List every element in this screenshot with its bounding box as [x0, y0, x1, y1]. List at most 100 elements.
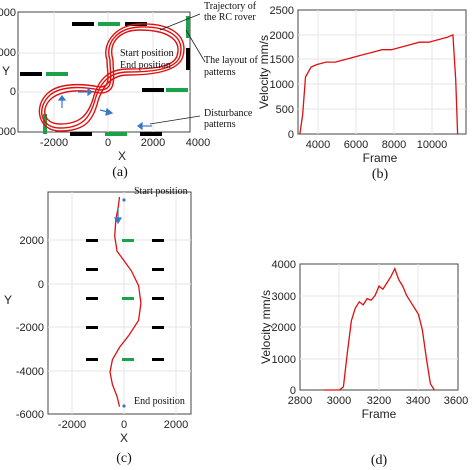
x-tick: 10000 — [417, 139, 448, 151]
y-tick: -2000 — [16, 322, 44, 334]
y-tick: -2000 — [0, 126, 16, 138]
panel-b-plot-area — [297, 9, 467, 135]
y-tick: 2000 — [272, 322, 296, 334]
annotation-end-position: End position — [120, 60, 171, 71]
y-axis-label: Velocity mm/s — [259, 290, 273, 364]
y-tick: -6000 — [16, 409, 44, 421]
pattern-green — [166, 88, 188, 92]
panel-c-patterns — [86, 239, 164, 361]
pattern-black — [152, 326, 164, 329]
panel-b: 2500 2000 1500 1000 500 0 4000 6000 8000… — [257, 5, 467, 182]
x-tick: -2000 — [40, 137, 68, 149]
y-tick: 2000 — [0, 47, 16, 59]
pattern-black — [86, 239, 98, 242]
pattern-black — [20, 72, 42, 76]
annotation-layout-line2: patterns — [204, 67, 236, 78]
y-axis-label: Y — [2, 64, 10, 78]
trajectory-series-c — [109, 196, 142, 407]
pattern-green — [46, 72, 68, 76]
y-tick: 0 — [10, 86, 16, 98]
pattern-green — [105, 132, 127, 136]
y-tick: 2000 — [270, 30, 294, 42]
panel-a: Trajectory of the RC rover Start positio… — [0, 1, 259, 180]
annotation-start-position: Start position — [120, 48, 174, 59]
panel-c-plot-area — [47, 191, 192, 415]
pattern-black — [142, 88, 164, 92]
panel-a-arrows — [57, 87, 152, 131]
caption-b: (b) — [372, 167, 389, 182]
x-tick: 0 — [105, 137, 111, 149]
annotation-disturbance-line1: Disturbance — [204, 108, 253, 119]
y-tick: 0 — [288, 129, 294, 141]
x-tick: 3200 — [367, 395, 391, 407]
pattern-black — [152, 239, 164, 242]
pattern-black — [140, 132, 162, 136]
y-tick: 4000 — [272, 259, 296, 271]
series-line-c-0 — [109, 196, 142, 407]
y-tick: -4000 — [16, 366, 44, 378]
annotation-trajectory-line2: the RC rover — [204, 12, 256, 23]
y-tick: 500 — [276, 104, 294, 116]
x-tick: 3600 — [444, 395, 468, 407]
y-axis-label: Y — [4, 293, 12, 307]
pattern-black — [86, 268, 98, 271]
arrow-icon — [57, 95, 67, 101]
panel-c-series — [109, 196, 142, 407]
annotation-end-position: End position — [134, 396, 185, 407]
pattern-black — [186, 48, 190, 70]
pattern-black — [152, 358, 164, 361]
arrow-icon — [105, 107, 114, 116]
pattern-black — [70, 132, 92, 136]
y-tick: 1000 — [272, 354, 296, 366]
panel-d: 4000 3000 2000 1000 0 2800 3000 3200 340… — [259, 259, 468, 468]
pattern-black — [86, 358, 98, 361]
x-axis-label: X — [118, 149, 126, 163]
panel-c-arrow — [113, 208, 123, 225]
caption-d: (d) — [371, 453, 388, 468]
x-tick: 3000 — [327, 395, 351, 407]
arrow-icon — [87, 87, 93, 97]
x-tick: 2000 — [164, 419, 188, 431]
x-axis-label: X — [120, 431, 128, 445]
pattern-black — [86, 326, 98, 329]
panel-b-grid — [298, 10, 466, 134]
pattern-green — [43, 114, 47, 134]
pattern-green — [122, 358, 134, 361]
series-line-b-0 — [299, 33, 459, 135]
y-tick: 1000 — [270, 79, 294, 91]
x-tick: 8000 — [382, 139, 406, 151]
x-tick: 0 — [121, 419, 127, 431]
panel-c: Start position End position 2000 0 -2000… — [4, 186, 192, 466]
end-marker — [122, 404, 126, 408]
y-tick: 0 — [290, 385, 296, 397]
panel-c-grid — [48, 192, 191, 414]
y-tick: 2000 — [20, 235, 44, 247]
caption-a: (a) — [112, 165, 128, 180]
annotation-disturbance-line2: patterns — [204, 119, 236, 130]
x-tick: 4000 — [186, 137, 210, 149]
y-tick: 3000 — [272, 291, 296, 303]
x-axis-label: Frame — [363, 151, 398, 165]
y-tick: 4000 — [0, 7, 16, 19]
pattern-black — [86, 297, 98, 300]
x-tick: 6000 — [344, 139, 368, 151]
panel-d-series — [323, 267, 435, 391]
panel-d-grid — [300, 264, 458, 390]
panel-a-leader-lines — [149, 13, 206, 125]
y-tick: 0 — [38, 279, 44, 291]
x-tick: 2000 — [141, 137, 165, 149]
annotation-trajectory-line1: Trajectory of — [204, 1, 257, 12]
y-tick: 1500 — [270, 54, 294, 66]
y-axis-label: Velocity mm/s — [257, 35, 271, 109]
pattern-black — [152, 297, 164, 300]
start-marker — [122, 198, 126, 202]
panel-b-series — [299, 33, 459, 135]
pattern-green — [122, 297, 134, 300]
pattern-black — [152, 268, 164, 271]
velocity-series-d — [323, 267, 435, 391]
x-tick: -2000 — [58, 419, 86, 431]
annotation-start-position: Start position — [134, 186, 188, 197]
pattern-green — [186, 16, 190, 38]
y-tick: 2500 — [270, 5, 294, 17]
